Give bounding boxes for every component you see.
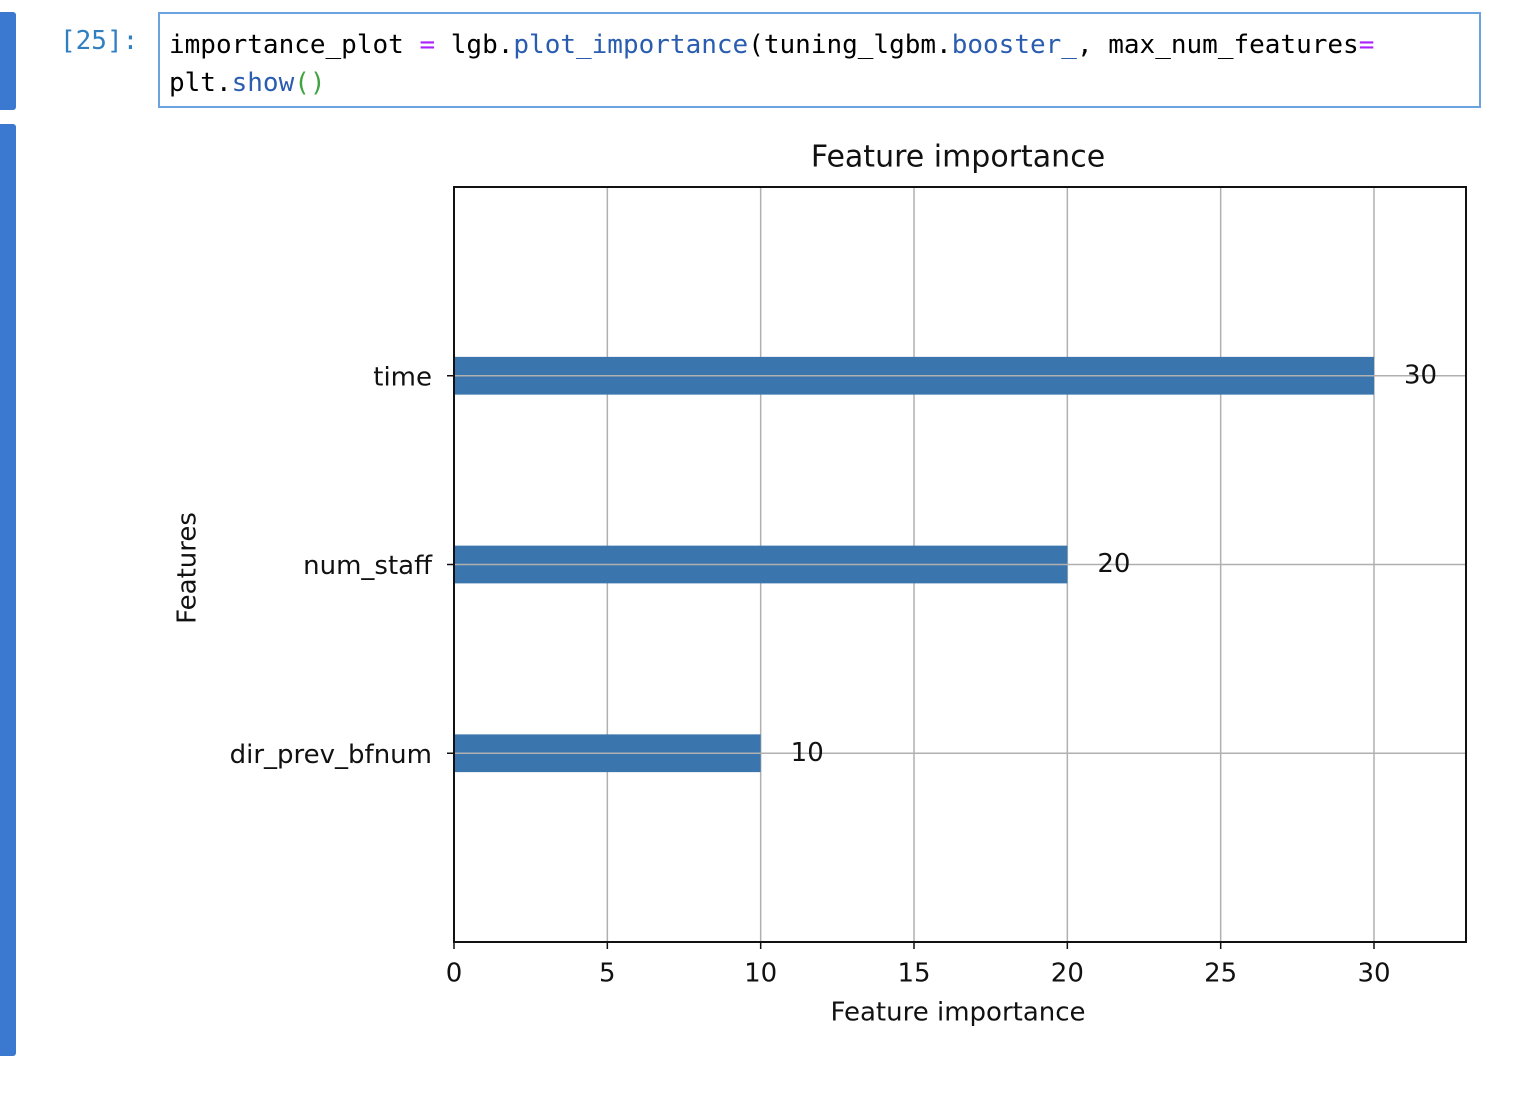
x-tick-label: 25 <box>1204 959 1237 989</box>
plot-frame <box>453 186 1467 943</box>
y-axis-label: Features <box>173 512 203 624</box>
x-tick-label: 15 <box>897 959 930 989</box>
code-token: show <box>231 68 295 98</box>
code-line: importance_plot = lgb.plot_importance(tu… <box>169 26 1479 64</box>
cell-prompt: [25]: <box>60 26 139 56</box>
chart-title: Feature importance <box>811 140 1105 175</box>
y-tick-label: time <box>373 362 432 392</box>
code-token: plt. <box>169 68 232 98</box>
code-token: importance_plot <box>169 30 420 60</box>
code-token: booster_ <box>951 30 1077 60</box>
x-tick-label: 10 <box>744 959 777 989</box>
value-label: 10 <box>791 738 824 768</box>
code-token: , max_num_features <box>1076 30 1359 60</box>
x-tick-label: 20 <box>1051 959 1084 989</box>
code-token: plot_importance <box>513 30 749 60</box>
value-label: 20 <box>1097 549 1130 579</box>
x-tick-label: 0 <box>446 959 463 989</box>
y-tick-label: num_staff <box>303 551 433 581</box>
code-token: = <box>419 30 436 60</box>
code-line: plt.show() <box>169 64 1479 102</box>
x-tick-label: 30 <box>1357 959 1390 989</box>
x-axis-label: Feature importance <box>830 998 1085 1028</box>
code-token: () <box>294 68 326 98</box>
code-token: (tuning_lgbm. <box>748 30 952 60</box>
cell-indicator <box>0 12 16 110</box>
output-indicator <box>0 124 16 1056</box>
value-label: 30 <box>1404 360 1437 390</box>
code-token: lgb. <box>435 30 514 60</box>
y-tick-label: dir_prev_bfnum <box>230 740 432 770</box>
code-editor[interactable]: importance_plot = lgb.plot_importance(tu… <box>158 12 1481 108</box>
code-token: = <box>1358 30 1375 60</box>
x-tick-label: 5 <box>599 959 616 989</box>
